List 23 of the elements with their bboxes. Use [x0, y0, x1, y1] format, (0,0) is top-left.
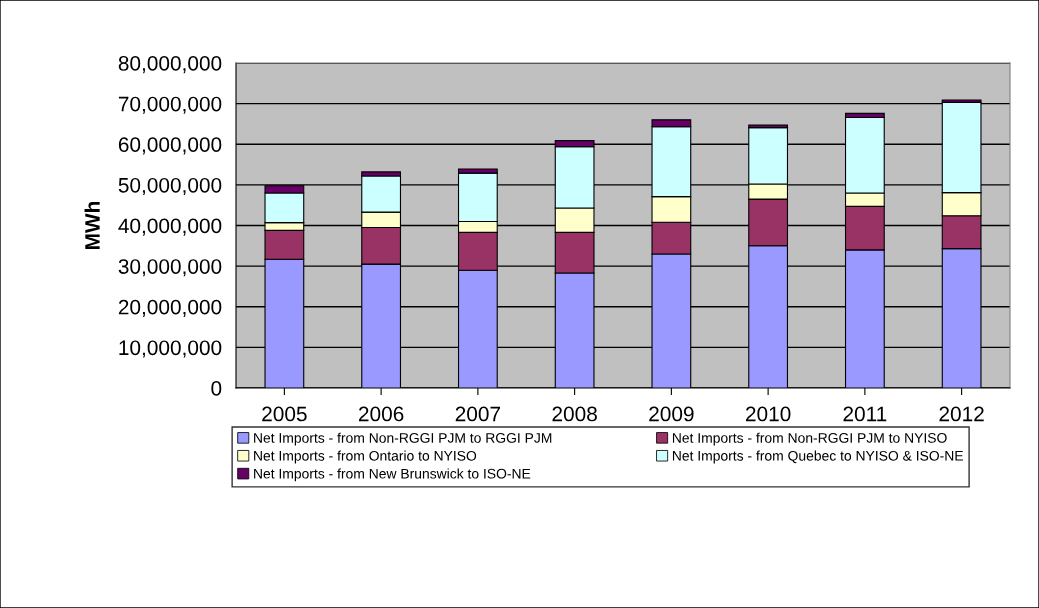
x-tick-label: 2005 [262, 406, 307, 422]
x-tick-label: 2011 [843, 406, 887, 422]
legend-label: Net Imports - from New Brunswick to ISO-NE [254, 468, 531, 482]
y-tick-label: 80,000,000 [118, 56, 222, 74]
x-tick-label: 2009 [649, 406, 694, 422]
x-tick-label: 2008 [552, 406, 597, 422]
y-tick-label: 0 [211, 381, 222, 396]
y-axis-title: MWh [84, 201, 100, 249]
y-tick-label: 60,000,000 [118, 137, 222, 155]
x-tick-label: 2010 [746, 406, 791, 422]
x-tick-label: 2006 [359, 406, 404, 422]
legend-label: Net Imports - from Non-RGGI PJM to RGGI PJM [254, 432, 552, 446]
legend-label: Net Imports - from Quebec to NYISO & ISO-NE [672, 450, 963, 464]
y-tick-label: 20,000,000 [118, 299, 222, 317]
y-tick-label: 40,000,000 [118, 218, 222, 236]
legend-label: Net Imports - from Non-RGGI PJM to NYISO [672, 432, 947, 446]
y-tick-label: 70,000,000 [118, 96, 222, 114]
y-tick-label: 10,000,000 [119, 340, 222, 358]
legend-label: Net Imports - from Ontario to NYISO [254, 450, 477, 464]
y-tick-label: 30,000,000 [118, 259, 222, 277]
x-tick-label: 2012 [939, 406, 984, 422]
y-tick-label: 50,000,000 [118, 177, 222, 196]
x-tick-label: 2007 [455, 406, 500, 422]
